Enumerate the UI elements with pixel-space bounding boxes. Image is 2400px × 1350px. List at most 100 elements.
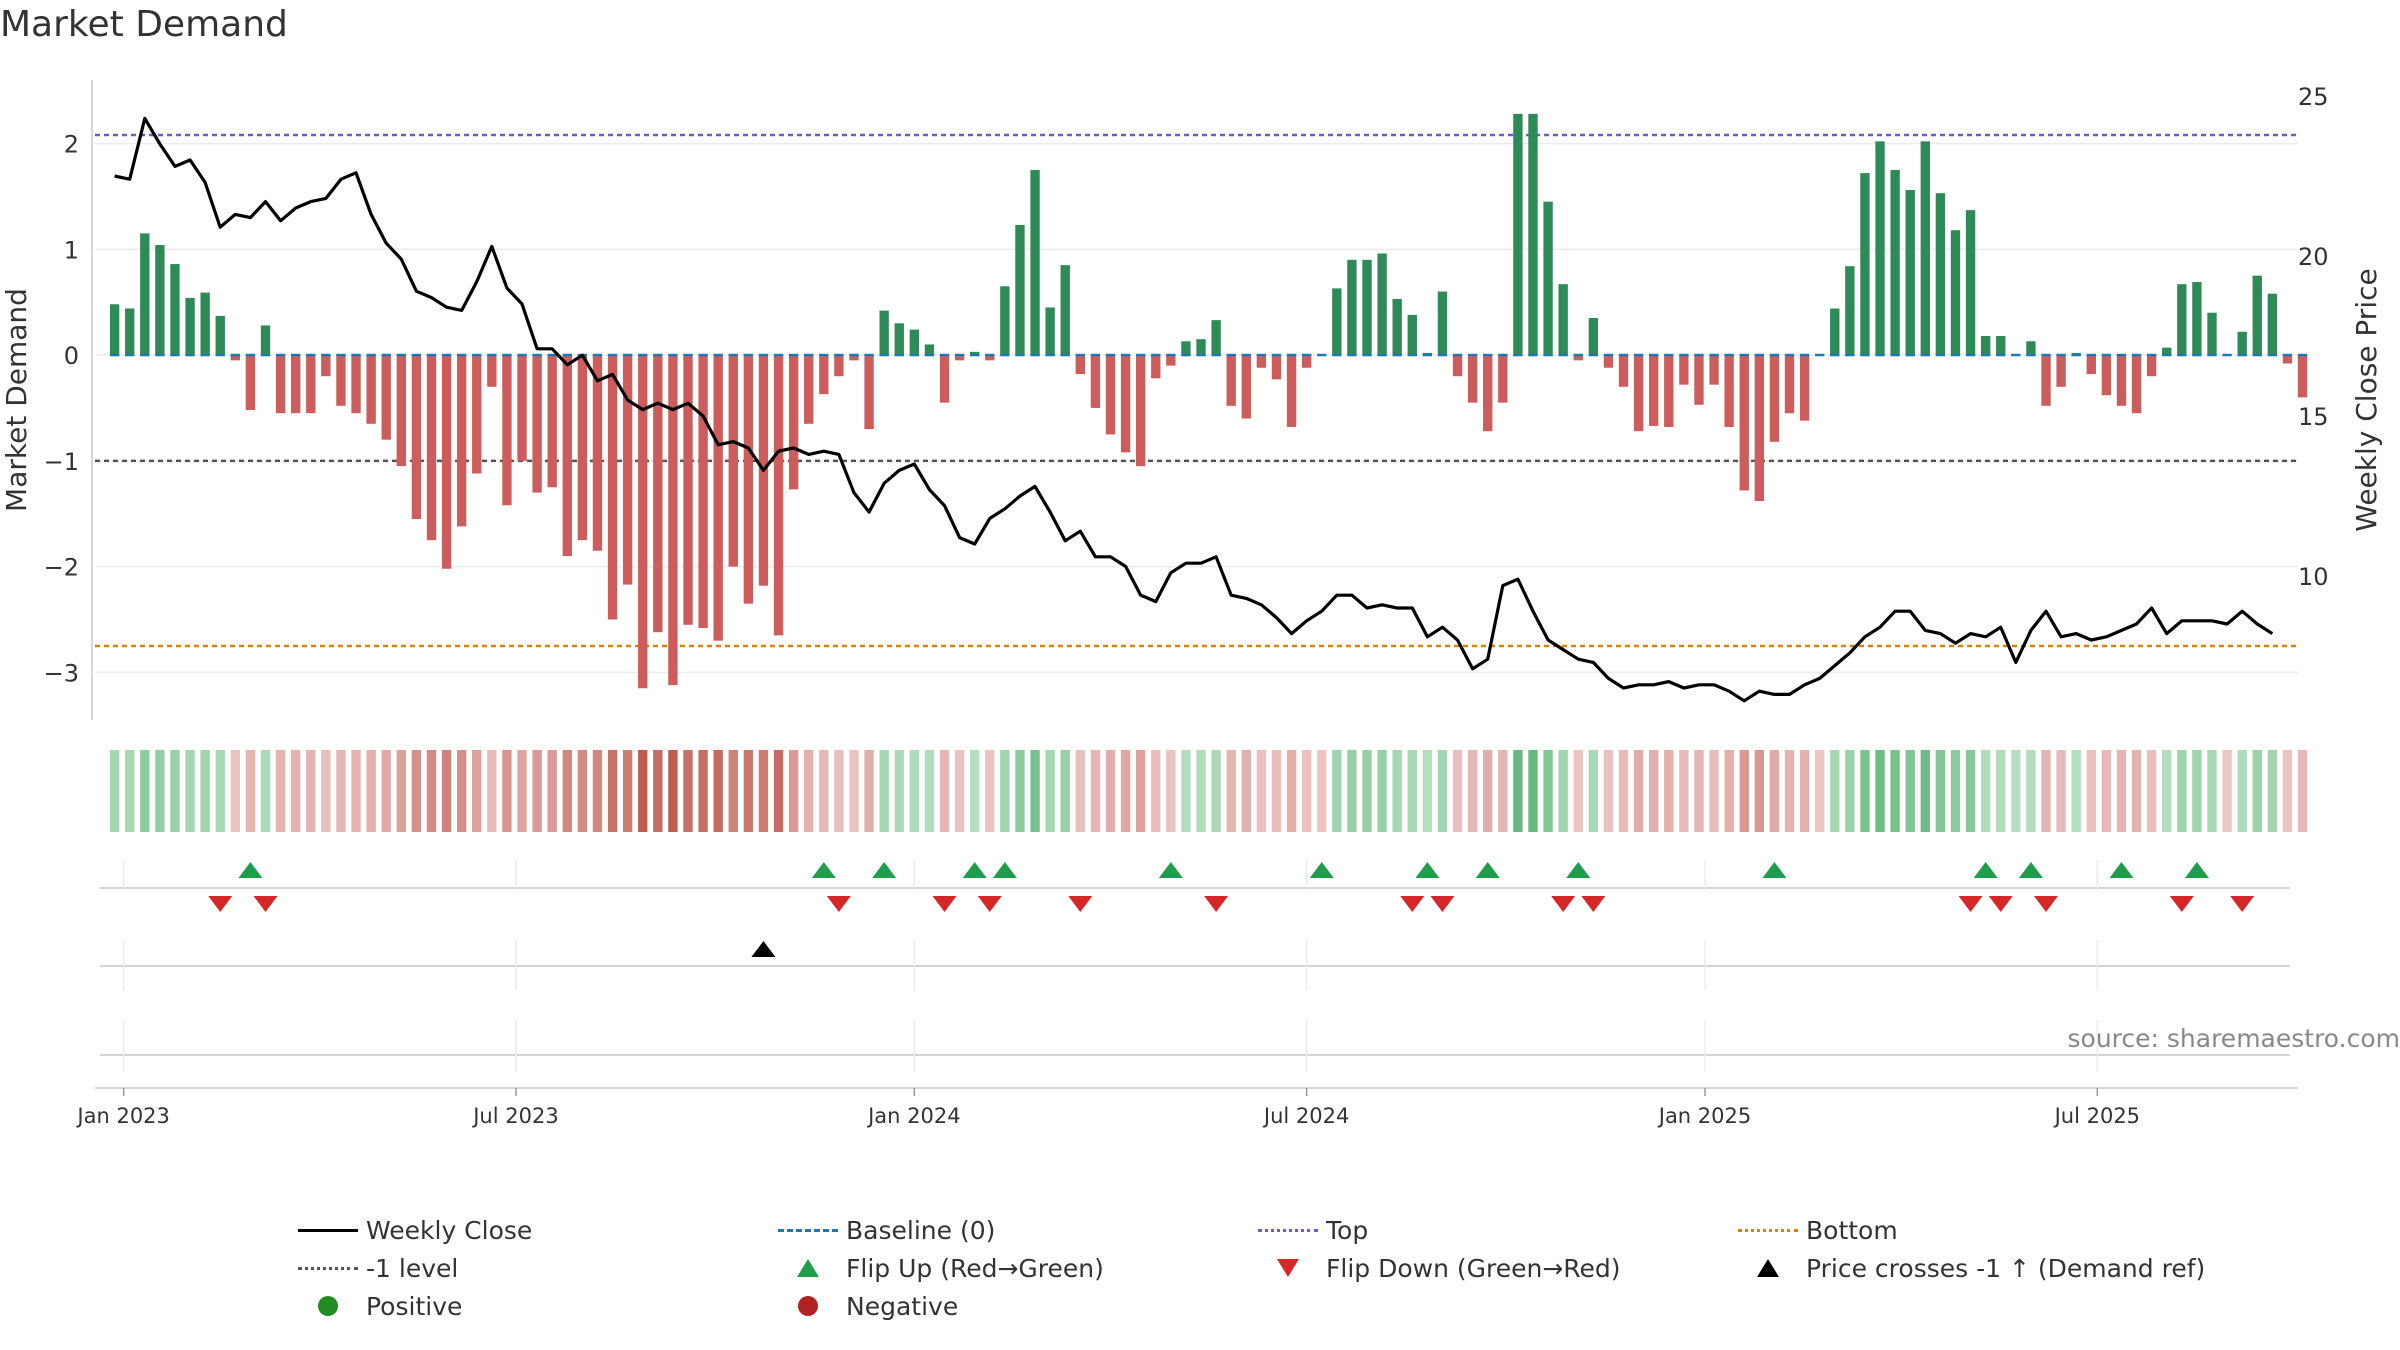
heat-stripe-cell <box>562 750 572 832</box>
heat-stripe-cell <box>592 750 603 832</box>
demand-bar-negative <box>1694 355 1704 405</box>
heat-stripe-cell <box>1030 750 1040 832</box>
heat-stripe-cell <box>441 750 452 832</box>
demand-bar-negative <box>562 355 572 557</box>
demand-bar-negative <box>1241 355 1251 419</box>
flip-down-marker <box>826 896 851 912</box>
demand-bar-positive <box>2237 331 2247 356</box>
demand-bar-positive <box>1528 113 1538 356</box>
x-tick-label: Jul 2025 <box>2053 1104 2140 1128</box>
heat-stripe-cell <box>1905 750 1915 832</box>
demand-bar-negative <box>1090 355 1101 408</box>
heat-stripe-cell <box>1467 750 1478 832</box>
demand-bar-positive <box>894 323 904 356</box>
heat-stripe-cell <box>939 750 950 832</box>
demand-bar-negative <box>1739 355 1749 491</box>
heat-stripe-cell <box>396 750 406 832</box>
demand-bar-negative <box>577 355 588 541</box>
heat-stripe-cell <box>698 750 708 832</box>
heat-stripe-cell <box>1437 750 1448 832</box>
legend-weekly-close: Weekly Close <box>290 1215 770 1245</box>
demand-bar-positive <box>2252 275 2262 356</box>
heat-stripe-cell <box>2101 750 2112 832</box>
demand-bar-negative <box>2041 355 2051 406</box>
demand-bar-positive <box>2267 293 2278 356</box>
demand-bar-negative <box>2131 355 2142 414</box>
heat-stripe-cell <box>2162 750 2172 832</box>
demand-bar-positive <box>1860 173 1870 356</box>
demand-bar-negative <box>2297 355 2308 398</box>
demand-bar-negative <box>396 355 406 467</box>
demand-bar-negative <box>713 355 723 641</box>
heat-stripe-cell <box>1407 750 1417 832</box>
heat-stripe-cell <box>1694 750 1704 832</box>
heat-stripe-cell <box>1241 750 1251 832</box>
flip-down-marker <box>2169 896 2194 912</box>
heat-stripe-cell <box>1996 750 2006 832</box>
y-tick-label: 0 <box>64 342 79 370</box>
heat-stripe-cell <box>668 750 678 832</box>
demand-bar-negative <box>653 355 663 633</box>
flip-down-marker <box>1581 896 1606 912</box>
demand-bar-negative <box>275 355 286 414</box>
reference-lines <box>95 133 2298 648</box>
heat-stripe-cell <box>1513 750 1523 832</box>
demand-bar-negative <box>517 355 527 461</box>
heat-stripe-cell <box>517 750 527 832</box>
demand-bar-negative <box>743 355 754 604</box>
demand-bar-positive <box>2207 312 2217 356</box>
flip-up-marker <box>811 862 836 878</box>
legend-minus1: -1 level <box>290 1253 770 1283</box>
x-tick-label: Jan 2025 <box>1657 1104 1752 1128</box>
flip-down-marker <box>253 896 278 912</box>
x-tick-label: Jul 2023 <box>471 1104 558 1128</box>
y2-tick-label: 10 <box>2298 563 2329 591</box>
heat-stripe-cell <box>2056 750 2066 832</box>
heat-stripe-cell <box>728 750 738 832</box>
heat-stripe-cell <box>970 750 980 832</box>
demand-bar-negative <box>864 355 874 430</box>
legend-price-cross: Price crosses -1 ↑ (Demand ref) <box>1730 1253 2270 1283</box>
heat-stripe-cell <box>2131 750 2142 832</box>
heat-stripe-cell <box>1090 750 1101 832</box>
heat-stripe-cell <box>472 750 482 832</box>
x-tick-label: Jan 2024 <box>866 1104 961 1128</box>
demand-bar-positive <box>1045 307 1055 356</box>
heat-stripe-cell <box>1317 750 1327 832</box>
demand-bar-negative <box>834 355 844 377</box>
demand-bar-positive <box>1181 341 1191 356</box>
heat-stripe-cell <box>321 750 331 832</box>
heat-stripe-cell <box>366 750 376 832</box>
flip-up-marker <box>1309 862 1334 878</box>
demand-bar-negative <box>1452 355 1463 377</box>
heat-stripe-cell <box>502 750 512 832</box>
demand-bar-positive <box>1845 266 1855 356</box>
y-tick-label: −3 <box>44 659 79 687</box>
heat-stripe-cell <box>109 750 120 832</box>
heat-stripe-cell <box>743 750 754 832</box>
positive-dot-icon <box>318 1296 338 1316</box>
heat-stripe-cell <box>1633 750 1644 832</box>
heat-stripe-cell <box>1452 750 1463 832</box>
demand-bar-negative <box>351 355 361 414</box>
demand-bar-negative <box>1769 355 1780 442</box>
demand-bar-negative <box>306 355 316 414</box>
demand-bar-negative <box>472 355 482 474</box>
heat-stripe-cell <box>1332 750 1342 832</box>
heat-stripe-cell <box>2071 750 2081 832</box>
heat-stripe-cell <box>230 750 241 832</box>
demand-bar-negative <box>1618 355 1629 387</box>
heat-stripe-cell <box>2237 750 2247 832</box>
demand-bar-positive <box>924 344 935 356</box>
heat-stripe-cell <box>1362 750 1372 832</box>
flip-down-marker <box>1430 896 1455 912</box>
demand-bars <box>109 113 2308 689</box>
demand-bar-positive <box>1437 291 1448 356</box>
flip-up-marker <box>1158 862 1183 878</box>
demand-bar-negative <box>728 355 738 567</box>
x-tick-label: Jan 2023 <box>75 1104 170 1128</box>
heat-stripe-cell <box>170 750 180 832</box>
flip-up-marker <box>872 862 897 878</box>
demand-bar-negative <box>954 355 965 361</box>
